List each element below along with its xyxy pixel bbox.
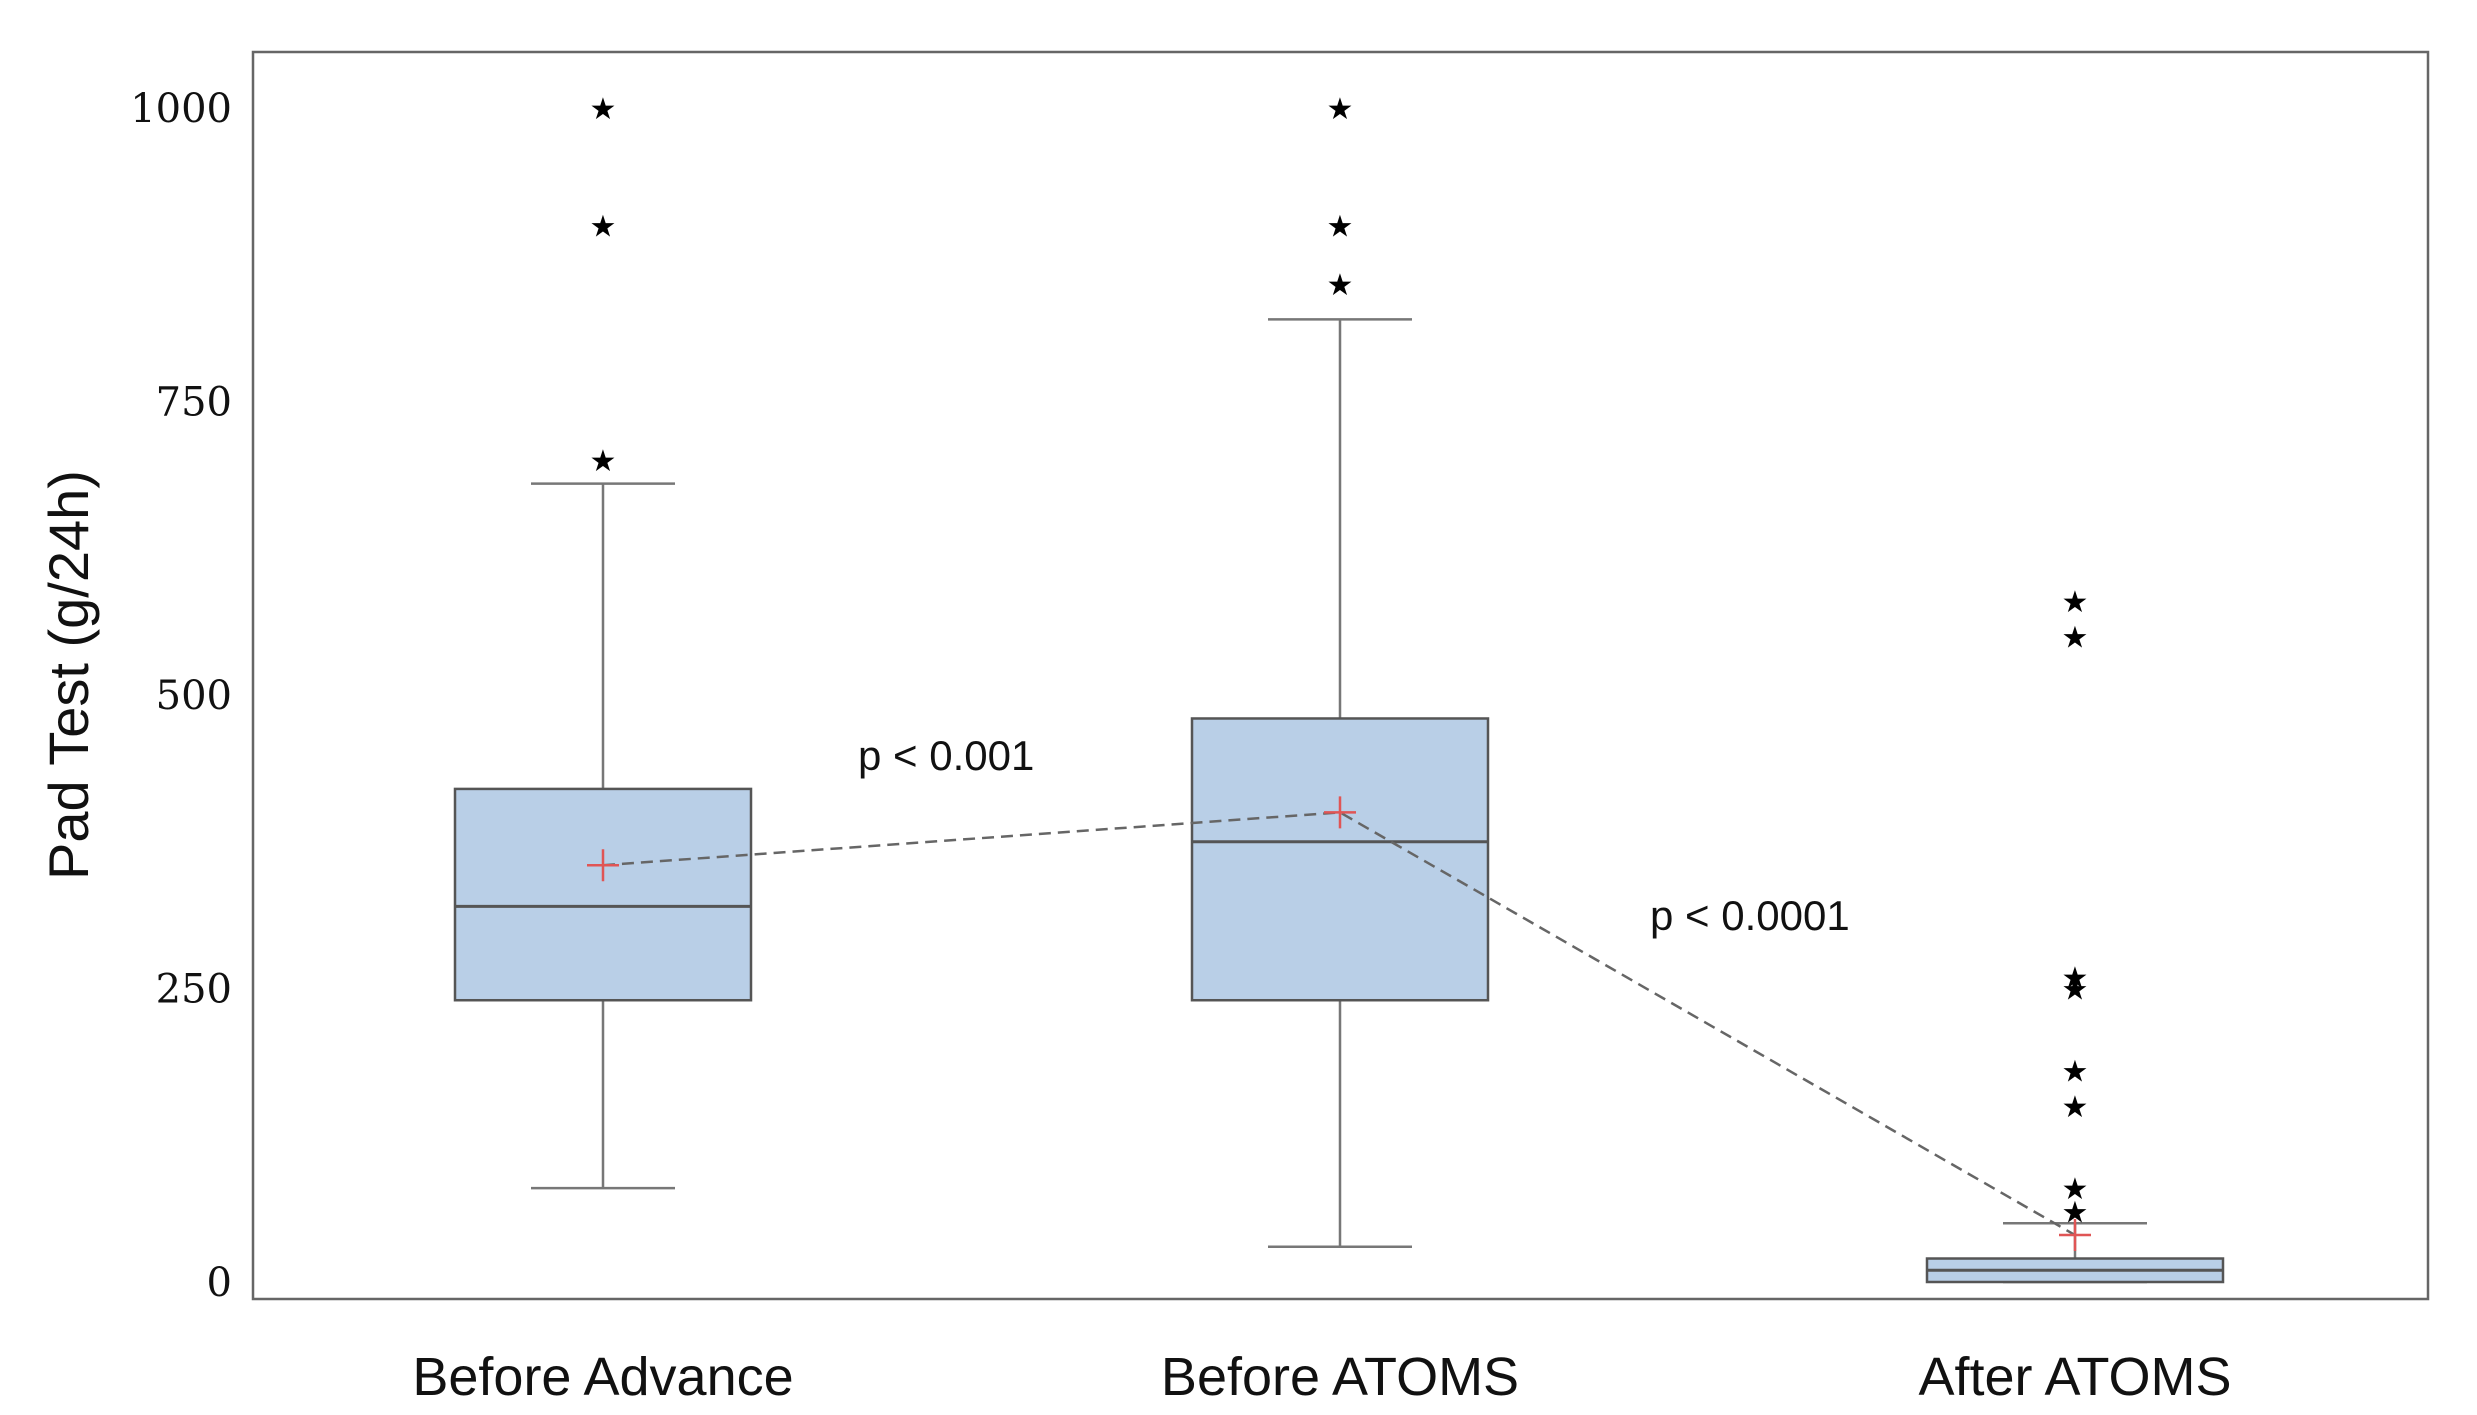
- y-tick-label: 250: [156, 967, 232, 1013]
- box-group: ★★★★★★★★: [1925, 585, 2225, 1284]
- outlier-marker: ★: [1327, 268, 1354, 303]
- mean-marker: [2059, 1219, 2091, 1252]
- outlier-marker: ★: [2062, 973, 2089, 1008]
- p-value-annotation: p < 0.001: [858, 732, 1034, 779]
- x-category-label: Before ATOMS: [1161, 1347, 1519, 1407]
- iqr-box: [453, 787, 753, 1002]
- outlier-marker: ★: [2062, 585, 2089, 620]
- x-category-label: Before Advance: [412, 1347, 793, 1407]
- mean-marker: [587, 849, 619, 882]
- x-category-label: After ATOMS: [1918, 1347, 2231, 1407]
- outlier-marker: ★: [1327, 92, 1354, 127]
- y-tick-label: 750: [156, 380, 232, 426]
- iqr-box: [1190, 717, 1490, 1002]
- outlier-marker: ★: [2062, 961, 2089, 996]
- x-axis-labels: Before Advance Before ATOMS After ATOMS: [412, 1347, 2231, 1407]
- y-tick-label: 500: [156, 673, 232, 719]
- boxes: ★★★★★★★★★★★★★★: [453, 92, 2225, 1284]
- outlier-marker: ★: [590, 444, 617, 479]
- mean-marker: [1324, 796, 1356, 829]
- y-axis-title: Pad Test (g/24h): [37, 470, 100, 880]
- outlier-marker: ★: [590, 209, 617, 244]
- y-axis-ticks: 0 250 500 750 1000: [130, 86, 232, 1306]
- outlier-marker: ★: [2062, 620, 2089, 655]
- box-group: ★ ★ ★: [1190, 92, 1490, 1249]
- annotations: p < 0.001 p < 0.0001: [858, 732, 1850, 939]
- mean-connector: [587, 796, 2091, 1252]
- plot-frame: [251, 50, 2430, 1301]
- outlier-marker: ★: [2062, 1090, 2089, 1125]
- outlier-marker: ★: [2062, 1055, 2089, 1090]
- outlier-marker: ★: [2062, 1172, 2089, 1207]
- outlier-marker: ★: [590, 92, 617, 127]
- box-group: ★ ★ ★: [453, 92, 753, 1190]
- y-tick-label: 1000: [130, 86, 232, 132]
- outlier-marker: ★: [1327, 209, 1354, 244]
- y-tick-label: 0: [207, 1260, 232, 1306]
- p-value-annotation: p < 0.0001: [1650, 892, 1850, 939]
